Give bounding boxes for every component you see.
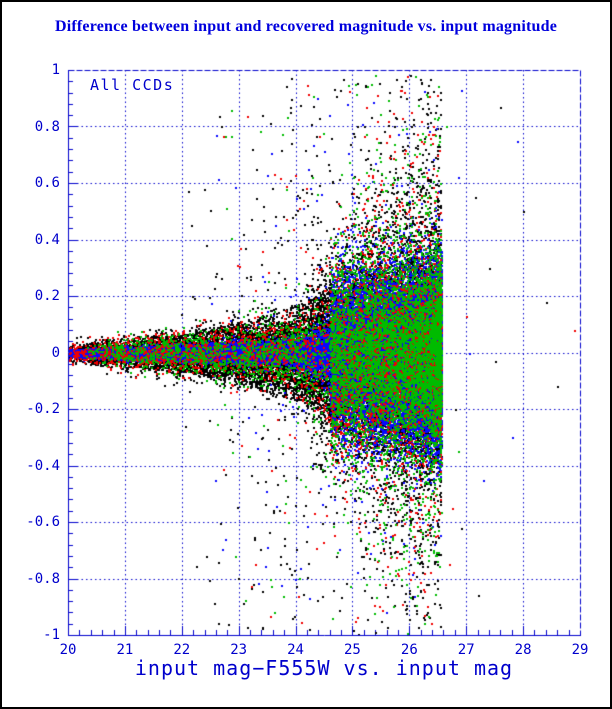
x-tick-label: 29 [571, 642, 589, 658]
x-tick-label: 26 [400, 642, 418, 658]
x-tick-label: 23 [230, 642, 248, 658]
x-tick-label: 21 [116, 642, 134, 658]
y-tick-label: 1 [51, 62, 60, 78]
x-tick-label: 27 [457, 642, 475, 658]
x-tick-label: 22 [173, 642, 191, 658]
y-tick-label: 0 [51, 344, 60, 361]
x-tick-label: 24 [287, 642, 304, 658]
y-tick-label: 0.6 [34, 175, 60, 191]
y-tick-label: 0.2 [34, 288, 60, 304]
y-tick-label: 0.4 [34, 231, 60, 248]
x-tick-label: 20 [59, 642, 77, 658]
ccd-annotation-label: All CCDs [90, 76, 175, 94]
y-tick-label: -0.6 [26, 514, 60, 530]
y-tick-label: 0.8 [34, 118, 60, 135]
y-tick-label: -0.4 [26, 457, 60, 474]
y-tick-label: -0.2 [26, 401, 60, 417]
x-tick-label: 28 [514, 642, 532, 658]
y-tick-label: -0.8 [26, 570, 60, 587]
chart-title: Difference between input and recovered m… [54, 18, 558, 35]
x-axis-label: input mag−F555W vs. input mag [134, 656, 514, 680]
x-tick-label: 25 [344, 642, 361, 658]
y-tick-label: -1 [43, 627, 60, 643]
